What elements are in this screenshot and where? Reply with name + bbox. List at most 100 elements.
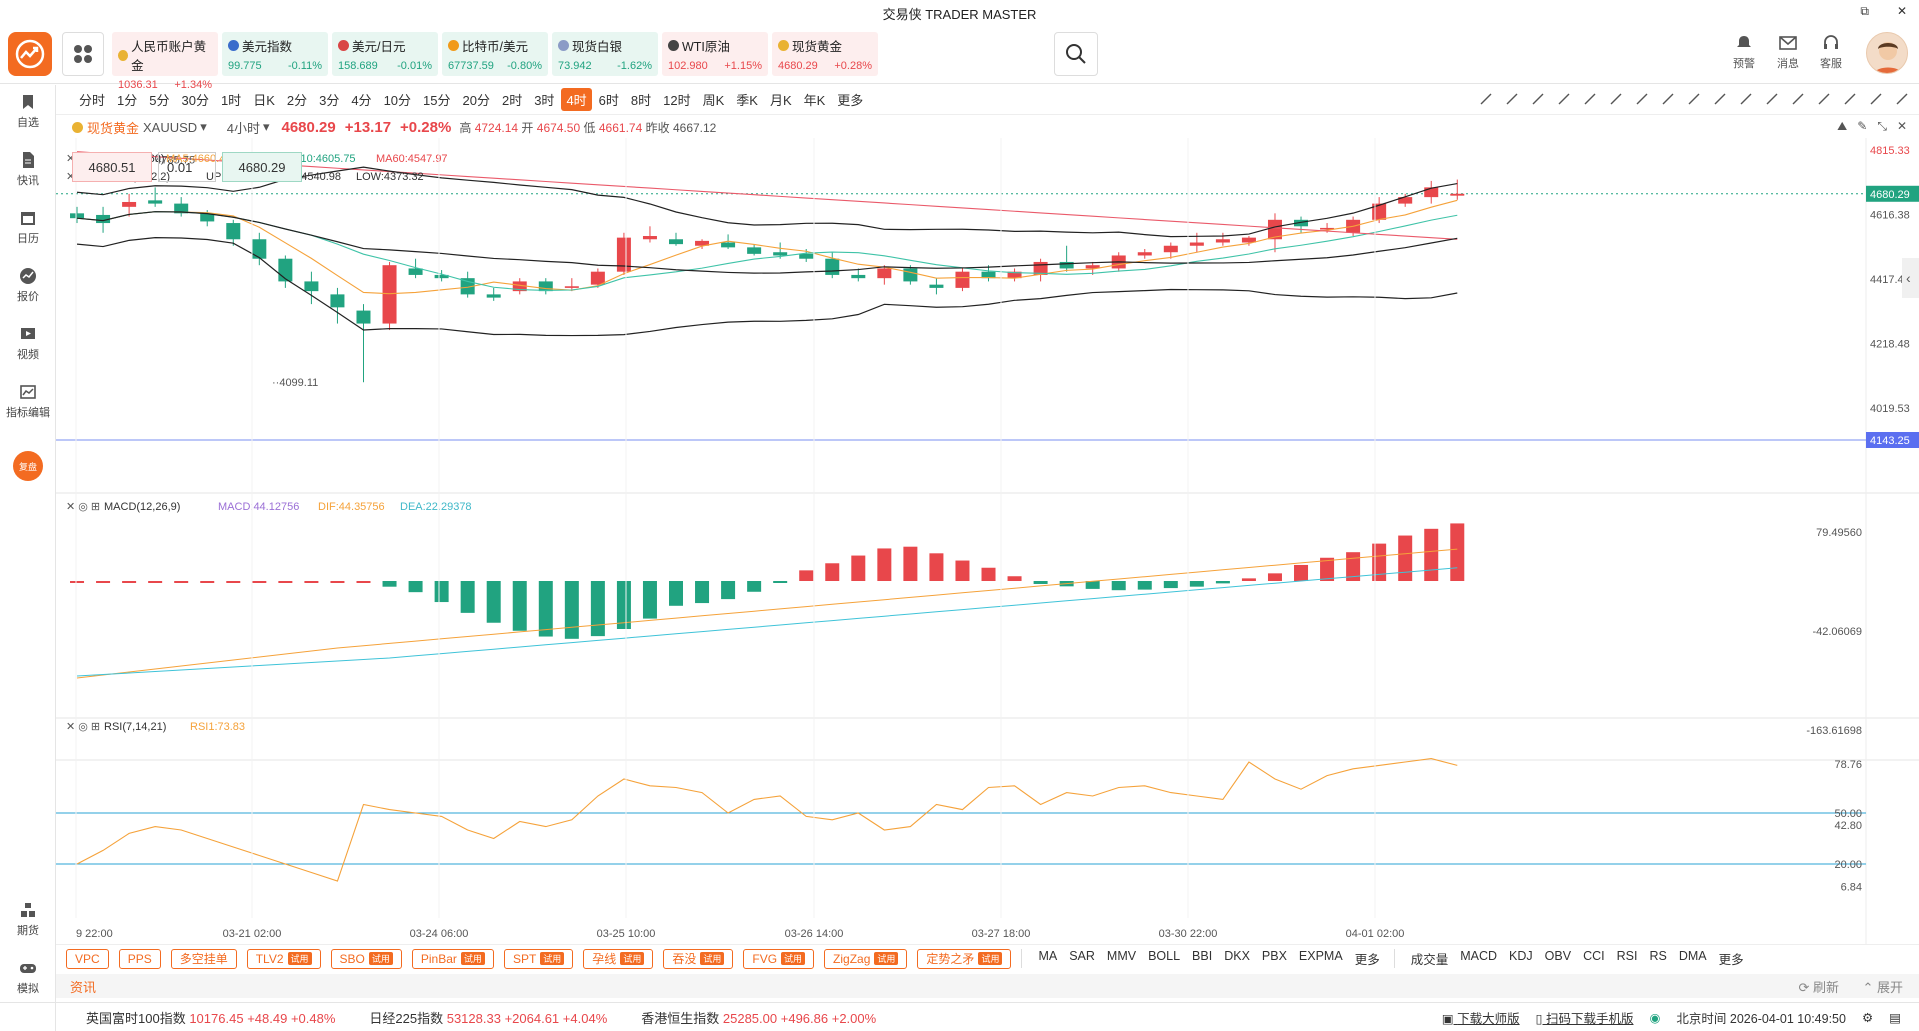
indicator-main[interactable]: BOLL <box>1148 949 1181 963</box>
timeframe-16[interactable]: 8时 <box>630 93 652 108</box>
timeframe-10[interactable]: 15分 <box>423 93 451 108</box>
info-title[interactable]: 资讯 <box>70 979 97 995</box>
alert-button[interactable]: 预警 <box>1726 34 1762 71</box>
channel-tool-icon[interactable] <box>1583 92 1597 109</box>
indicator-main[interactable]: PBX <box>1261 949 1287 963</box>
indicator-main[interactable]: EXPMA <box>1298 949 1343 963</box>
buy-price-button[interactable]: 4680.29 <box>222 152 302 182</box>
timeframe-4[interactable]: 1时 <box>220 93 242 108</box>
ticker-card[interactable]: 比特币/美元 67737.59 -0.80% <box>442 32 548 76</box>
chart-area[interactable]: 4815.33 4680.29 4616.38 4417.43 4218.48 4143.… <box>56 138 1919 944</box>
pen-tool-icon[interactable] <box>1687 92 1701 109</box>
indicator-sub[interactable]: MACD <box>1460 949 1498 963</box>
indicator-main[interactable]: DKX <box>1224 949 1250 963</box>
app-logo[interactable] <box>8 32 52 76</box>
timeframe-9[interactable]: 10分 <box>383 93 412 108</box>
timeframe-12[interactable]: 2时 <box>501 93 523 108</box>
indicator-sub[interactable]: RSI <box>1616 949 1638 963</box>
symbol-code[interactable]: XAUUSD <box>143 119 198 135</box>
timeframe-1[interactable]: 1分 <box>117 93 138 108</box>
timeframe-5[interactable]: 日K <box>253 93 275 108</box>
hline-tool-icon[interactable] <box>1531 92 1545 109</box>
sidebar-item-watchlist[interactable]: 自选 <box>0 93 56 130</box>
timeframe-11[interactable]: 20分 <box>462 93 490 108</box>
gann-tool-icon[interactable] <box>1661 92 1675 109</box>
chart-edit-icon[interactable]: ✎ <box>1857 119 1868 133</box>
tool-chip[interactable]: PinBar 试用 <box>411 948 494 969</box>
sidebar-item-calendar[interactable]: 日历 <box>0 209 56 246</box>
indicator-main[interactable]: BBI <box>1192 949 1213 963</box>
timeframe-8[interactable]: 4分 <box>351 93 372 108</box>
timeframe-18[interactable]: 周K <box>702 93 725 108</box>
period-dropdown-icon[interactable]: ▾ <box>262 119 270 134</box>
image-tool-icon[interactable] <box>1713 92 1727 109</box>
indicator-main[interactable]: 更多 <box>1354 953 1380 967</box>
eraser-tool-icon[interactable] <box>1791 92 1805 109</box>
tool-chip[interactable]: VPC <box>66 948 109 969</box>
symbol-dropdown-icon[interactable]: ▾ <box>200 119 207 134</box>
index-ticker[interactable]: 日经225指数 53128.33 +2064.61 +4.04% <box>369 1008 607 1027</box>
sidebar-item-quotes[interactable]: 报价 <box>0 267 56 304</box>
tool-chip[interactable]: FVG 试用 <box>743 948 815 969</box>
line-tool-icon[interactable] <box>1479 92 1493 109</box>
index-ticker[interactable]: 英国富时100指数 10176.45 +48.49 +0.48% <box>86 1008 335 1027</box>
indicator-main[interactable]: MA <box>1038 949 1058 963</box>
timeframe-0[interactable]: 分时 <box>79 93 106 108</box>
sidebar-item-replay[interactable]: 复盘 <box>0 451 56 481</box>
quantity-stepper[interactable]: 0.01 <box>158 152 216 182</box>
tool-chip[interactable]: SPT 试用 <box>503 948 574 969</box>
tool-chip[interactable]: 吞没 试用 <box>663 948 734 969</box>
tool-chip[interactable]: 多空挂单 <box>170 948 237 969</box>
timeframe-19[interactable]: 季K <box>736 93 758 108</box>
sidebar-item-futures[interactable]: 期货 <box>0 901 56 938</box>
timeframe-20[interactable]: 月K <box>769 93 792 108</box>
restore-icon[interactable]: ⧉ <box>1860 4 1869 18</box>
download-desktop-link[interactable]: ▣ 下载大师版 <box>1441 1011 1520 1026</box>
tool-chip[interactable]: ZigZag 试用 <box>824 948 908 969</box>
indicator-main[interactable]: MMV <box>1106 949 1137 963</box>
timeframe-6[interactable]: 2分 <box>286 93 308 108</box>
timeframe-22[interactable]: 更多 <box>837 93 864 108</box>
tool-chip[interactable]: PPS <box>118 948 161 969</box>
tool-chip[interactable]: TLV2 试用 <box>246 948 321 969</box>
indicator-sub[interactable]: OBV <box>1544 949 1572 963</box>
expand-button[interactable]: ⌃ 展开 <box>1862 979 1903 995</box>
pitchfork-tool-icon[interactable] <box>1635 92 1649 109</box>
timeframe-2[interactable]: 5分 <box>149 93 170 108</box>
sidebar-item-video[interactable]: 视频 <box>0 325 56 362</box>
avatar[interactable] <box>1866 32 1908 74</box>
chart-minimize-icon[interactable]: ⤡ <box>1877 119 1887 133</box>
magnet-tool-icon[interactable] <box>1817 92 1831 109</box>
eye-tool-icon[interactable] <box>1869 92 1883 109</box>
period-select[interactable]: 4小时 <box>226 120 260 136</box>
apps-grid-button[interactable] <box>62 32 104 76</box>
sidebar-item-simulate[interactable]: 模拟 <box>0 959 56 996</box>
tool-chip[interactable]: 定势之矛 试用 <box>917 948 1012 969</box>
indicator-main[interactable]: SAR <box>1069 949 1095 963</box>
timeframe-14[interactable]: 4时 <box>561 88 592 111</box>
tool-chip[interactable]: SBO 试用 <box>330 948 402 969</box>
timeframe-17[interactable]: 12时 <box>663 93 691 108</box>
fib-tool-icon[interactable] <box>1609 92 1623 109</box>
indicator-sub[interactable]: DMA <box>1678 949 1707 963</box>
close-icon[interactable]: ✕ <box>1896 4 1907 18</box>
indicator-sub[interactable]: CCI <box>1583 949 1605 963</box>
ticker-card[interactable]: 现货白银 73.942 -1.62% <box>552 32 658 76</box>
sidebar-item-indicator-editor[interactable]: 指标编辑 <box>0 383 56 420</box>
indicator-sub[interactable]: 更多 <box>1718 953 1744 967</box>
timeframe-13[interactable]: 3时 <box>534 93 555 108</box>
symbol-name[interactable]: 现货黄金 <box>87 120 140 136</box>
timeframe-3[interactable]: 30分 <box>181 93 209 108</box>
ticker-card[interactable]: 现货黄金 4680.29 +0.28% <box>772 32 878 76</box>
settings-icon[interactable]: ⚙ <box>1861 1010 1874 1025</box>
tool-chip[interactable]: 孕线 试用 <box>583 948 654 969</box>
ticker-card[interactable]: 美元指数 99.775 -0.11% <box>222 32 328 76</box>
timeframe-7[interactable]: 3分 <box>319 93 340 108</box>
ticker-card[interactable]: WTI原油 102.980 +1.15% <box>662 32 768 76</box>
service-button[interactable]: 客服 <box>1813 34 1849 71</box>
trend-tool-icon[interactable] <box>1557 92 1571 109</box>
timeframe-21[interactable]: 年K <box>803 93 826 108</box>
indicator-sub[interactable]: KDJ <box>1509 949 1533 963</box>
trash-tool-icon[interactable] <box>1895 92 1909 109</box>
ray-tool-icon[interactable] <box>1505 92 1519 109</box>
